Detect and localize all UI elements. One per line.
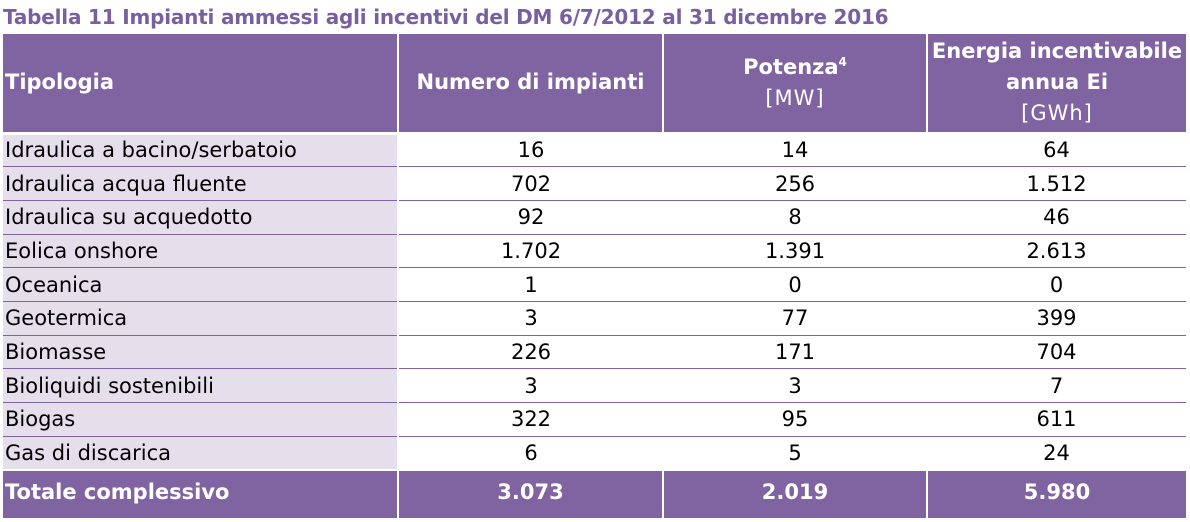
header-potenza: Potenza4 [MW] [662,34,927,135]
cell-energia: 611 [927,402,1186,437]
cell-numero: 92 [398,200,663,235]
cell-tipologia: Idraulica acqua fluente [3,166,399,201]
cell-potenza: 8 [663,200,927,235]
cell-numero: 1 [398,267,663,302]
cell-potenza: 256 [663,166,927,201]
cell-numero: 322 [398,402,663,437]
cell-potenza: 171 [663,335,927,370]
cell-potenza: 1.391 [663,234,927,269]
header-tipologia: Tipologia [3,34,398,135]
header-potenza-unit: [MW] [765,85,825,110]
cell-energia: 46 [927,200,1186,235]
table-row: Biomasse 226 171 704 [3,335,1186,370]
header-energia: Energia incentivabile annua Ei [GWh] [926,34,1186,135]
header-energia-unit: [GWh] [1021,101,1093,126]
cell-potenza: 95 [663,402,927,437]
total-row: Totale complessivo 3.073 2.019 5.980 [3,468,1186,518]
cell-tipologia: Idraulica su acquedotto [3,200,399,235]
header-potenza-title: Potenza4 [664,52,926,83]
cell-numero: 16 [398,133,663,168]
incentives-table: Tipologia Numero di impianti Potenza4 [M… [3,34,1186,518]
cell-numero: 1.702 [398,234,663,269]
cell-numero: 3 [398,368,663,403]
cell-tipologia: Geotermica [3,301,399,336]
cell-potenza: 14 [663,133,927,168]
cell-energia: 24 [927,436,1186,471]
total-numero: 3.073 [397,468,663,518]
header-potenza-label: Potenza [743,54,839,79]
cell-potenza: 3 [663,368,927,403]
table-caption: Tabella 11 Impianti ammessi agli incenti… [3,5,889,29]
cell-potenza: 77 [663,301,927,336]
footnote-marker: 4 [838,54,847,69]
table-row: Oceanica 1 0 0 [3,267,1186,302]
cell-energia: 64 [927,133,1186,168]
cell-tipologia: Biogas [3,402,399,437]
cell-energia: 1.512 [927,166,1186,201]
cell-numero: 6 [398,436,663,471]
header-numero-impianti: Numero di impianti [397,34,663,135]
cell-numero: 226 [398,335,663,370]
cell-tipologia: Bioliquidi sostenibili [3,368,399,403]
total-energia: 5.980 [926,468,1186,518]
cell-tipologia: Gas di discarica [3,436,399,471]
cell-energia: 2.613 [927,234,1186,269]
header-row: Tipologia Numero di impianti Potenza4 [M… [3,34,1186,135]
table-row: Eolica onshore 1.702 1.391 2.613 [3,234,1186,269]
cell-potenza: 5 [663,436,927,471]
cell-tipologia: Oceanica [3,267,399,302]
table-row: Bioliquidi sostenibili 3 3 7 [3,368,1186,403]
cell-numero: 702 [398,166,663,201]
total-potenza: 2.019 [662,468,927,518]
total-label: Totale complessivo [3,468,398,518]
cell-tipologia: Idraulica a bacino/serbatoio [3,133,399,168]
table-row: Biogas 322 95 611 [3,402,1186,437]
cell-energia: 704 [927,335,1186,370]
table-row: Gas di discarica 6 5 24 [3,436,1186,471]
table-row: Idraulica su acquedotto 92 8 46 [3,200,1186,235]
header-energia-line1: Energia incentivabile [931,39,1183,64]
table-row: Geotermica 3 77 399 [3,301,1186,336]
cell-potenza: 0 [663,267,927,302]
cell-energia: 0 [927,267,1186,302]
cell-energia: 7 [927,368,1186,403]
cell-energia: 399 [927,301,1186,336]
cell-numero: 3 [398,301,663,336]
header-energia-line2: annua Ei [1005,70,1109,95]
cell-tipologia: Biomasse [3,335,399,370]
table-row: Idraulica a bacino/serbatoio 16 14 64 [3,133,1186,168]
cell-tipologia: Eolica onshore [3,234,399,269]
table-row: Idraulica acqua fluente 702 256 1.512 [3,166,1186,201]
